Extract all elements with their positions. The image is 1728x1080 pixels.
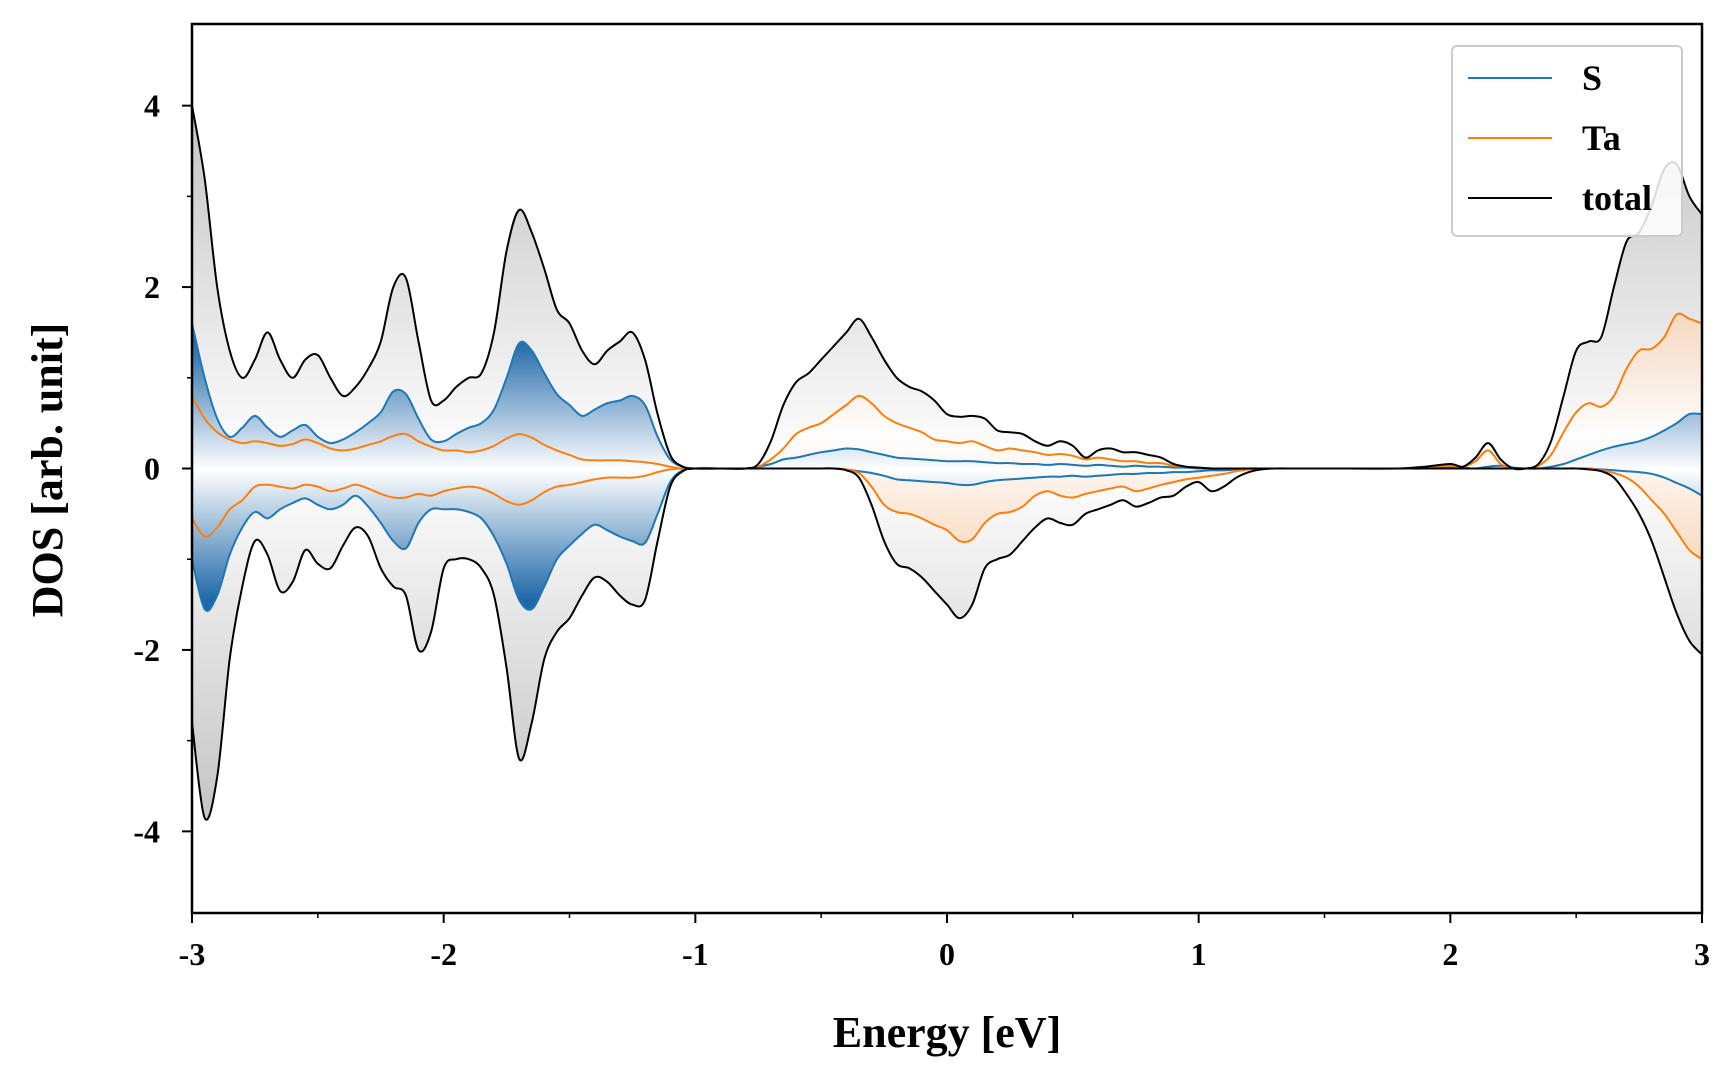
legend-frame (1451, 45, 1683, 237)
y-tick-label: 2 (144, 269, 160, 305)
ta-spin-down-fill (192, 468, 1702, 560)
ta-spin-up-line (192, 312, 1702, 470)
series-lines (192, 105, 1702, 821)
x-axis-title: Energy [eV] (833, 1008, 1062, 1057)
total-spin-up-fill (192, 105, 1702, 470)
legend-label-s: S (1582, 58, 1602, 98)
x-tick-label: -2 (430, 936, 457, 972)
area-fills (192, 105, 1702, 820)
y-axis-title: DOS [arb. unit] (23, 323, 72, 618)
x-tick-label: 1 (1191, 936, 1207, 972)
legend: S Ta total (1451, 45, 1683, 237)
y-tick-label: 0 (144, 451, 160, 487)
x-tick-label: 0 (939, 936, 955, 972)
x-tick-label: 3 (1694, 936, 1710, 972)
total-spin-up-line (192, 105, 1702, 471)
s-spin-down-fill (192, 468, 1702, 611)
x-tick-label: -3 (179, 936, 206, 972)
x-tick-label: 2 (1442, 936, 1458, 972)
x-tick-label: -1 (682, 936, 709, 972)
y-tick-label: 4 (144, 88, 160, 124)
x-axis-ticks: -3 -2 -1 0 1 2 3 (179, 913, 1710, 972)
y-tick-label: -4 (133, 813, 160, 849)
s-spin-up-fill (192, 323, 1702, 469)
legend-label-ta: Ta (1582, 118, 1621, 158)
y-tick-label: -2 (133, 632, 160, 668)
legend-label-total: total (1582, 178, 1652, 218)
y-axis-ticks: -4 -2 0 2 4 (133, 88, 192, 849)
total-spin-down-fill (192, 468, 1702, 820)
total-spin-down-line (192, 467, 1702, 821)
